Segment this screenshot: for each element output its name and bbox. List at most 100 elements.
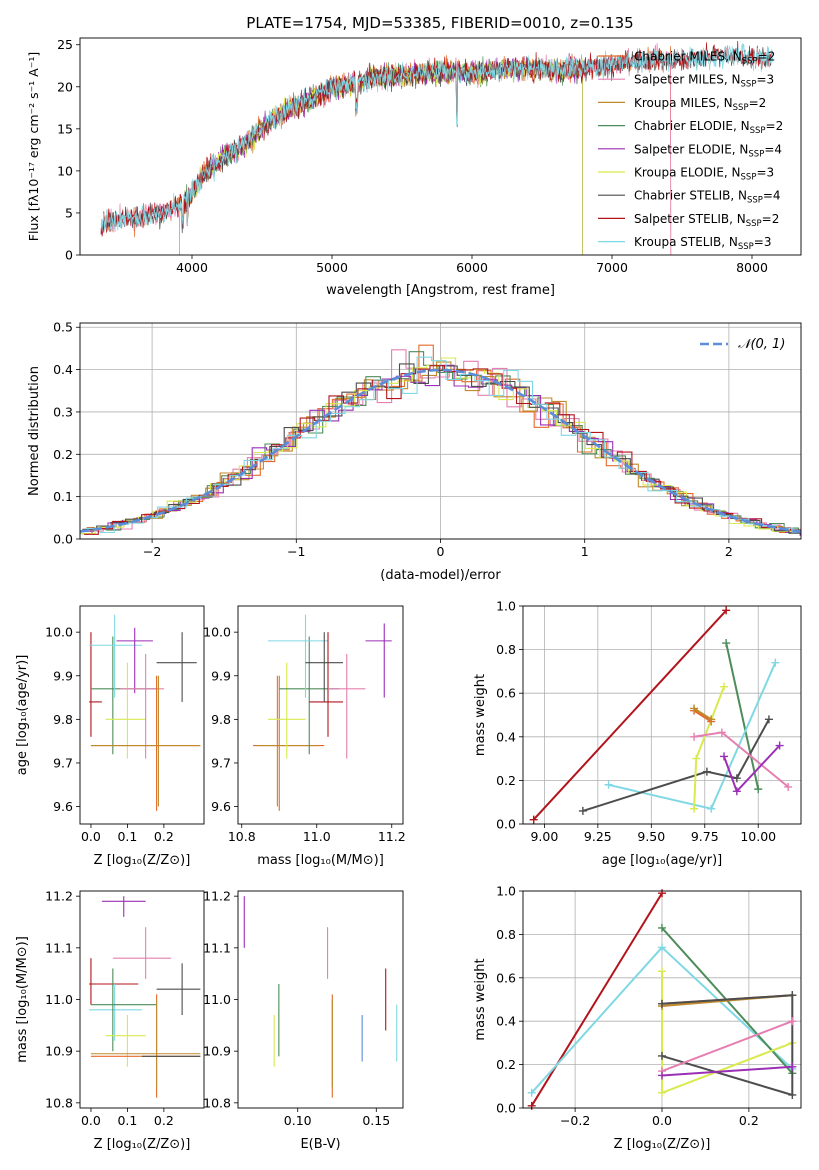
y-tick-label: 9.6 <box>211 799 231 814</box>
x-axis-label: E(B-V) <box>300 1137 340 1152</box>
errorbar-point-salpeter-elodie <box>116 627 153 694</box>
y-tick-label: 0.3 <box>53 404 73 419</box>
weight-marker <box>764 715 773 724</box>
weight-line <box>532 609 727 821</box>
weight-marker <box>658 1088 666 1097</box>
weight-series-kroupa-elodie <box>690 682 729 813</box>
weight-marker <box>717 728 726 737</box>
spectrum-line-chabrier-elodie <box>179 56 583 255</box>
weight-line <box>608 662 777 810</box>
x-tick-label: 4000 <box>176 260 208 275</box>
errorbar-point-chabrier-miles <box>253 675 325 811</box>
spectrum-legend: Chabrier MILES, NSSP=2 Salpeter MILES, NS… <box>598 50 783 252</box>
errorbar-point-salpeter-elodie <box>101 896 146 917</box>
x-tick-label: 10.8 <box>228 829 256 844</box>
weight-marker <box>788 1090 797 1099</box>
weight-marker <box>658 999 666 1008</box>
errorbar-point-salpeter-miles <box>120 653 164 759</box>
weight-marker <box>771 658 780 667</box>
errorbar-point-kroupa-miles <box>90 999 201 1088</box>
x-tick-label: 9.75 <box>691 829 719 844</box>
x-axis-label: (data-model)/error <box>380 568 501 583</box>
x-tick-label: −2 <box>143 544 161 559</box>
x-tick-label: 11.0 <box>303 829 331 844</box>
errorbar-point-kroupa-stelib <box>268 614 328 698</box>
errorbar-point-kroupa-stelib <box>89 614 142 698</box>
y-tick-label: 10.0 <box>45 625 73 640</box>
y-axis-label: age [log₁₀(age/yr)] <box>15 655 30 776</box>
x-axis-label: age [log₁₀(age/yr)] <box>602 853 723 868</box>
x-tick-label: 0.1 <box>117 1113 137 1128</box>
errorbar-point-chabrier-elodie <box>279 636 340 755</box>
weight-marker <box>775 741 784 750</box>
x-tick-label: 10.00 <box>740 829 776 844</box>
weight-marker <box>722 639 731 648</box>
errorbar-point-salpeter-elodie <box>365 623 392 698</box>
legend-entry: Salpeter ELODIE, NSSP=4 <box>634 142 782 159</box>
legend-entry: 𝒩(0, 1) <box>738 337 785 352</box>
x-tick-label: 6000 <box>456 260 488 275</box>
figure-title: PLATE=1754, MJD=53385, FIBERID=0010, z=0… <box>246 14 633 32</box>
axes-age-vs-Z: 0.0 0.1 0.2 9.6 9.7 9.8 9.9 10.0 <box>45 625 174 844</box>
axes-mass-vs-Z: 0.0 0.1 0.2 10.8 10.9 11.0 11.1 11.2 <box>45 889 174 1128</box>
errorbar-point-salpeter-miles <box>328 653 366 759</box>
x-tick-label: 0.0 <box>81 829 101 844</box>
errorbar-point-kroupa-elodie <box>105 662 146 759</box>
y-axis-label: mass weight <box>473 958 488 1040</box>
y-axis-label: Flux [fλ10⁻¹⁷ erg cm⁻² s⁻¹ A⁻¹] <box>26 52 41 241</box>
legend-entry: Salpeter MILES, NSSP=3 <box>634 73 774 90</box>
x-tick-label: 5000 <box>316 260 348 275</box>
weight-marker <box>722 606 731 615</box>
weight-marker <box>732 787 741 796</box>
y-tick-label: 11.1 <box>45 940 73 955</box>
axes-frame <box>79 605 205 825</box>
spectrum-line-salpeter-stelib <box>100 40 774 237</box>
x-tick-label: 0.2 <box>154 1113 174 1128</box>
y-axis-label: Normed distribution <box>27 366 42 496</box>
weight-marker <box>527 1088 536 1097</box>
y-tick-label: 0.4 <box>496 729 516 744</box>
axes-age-vs-mass: 10.8 11.0 11.2 9.6 9.7 9.8 9.9 10.0 <box>203 625 406 844</box>
y-tick-label: 9.7 <box>211 755 231 770</box>
legend-entry: Chabrier MILES, NSSP=2 <box>634 50 775 67</box>
y-tick-label: 0.2 <box>496 773 516 788</box>
weight-line <box>661 1020 793 1073</box>
errorbar-point-salpeter-stelib <box>89 958 139 1005</box>
y-tick-label: 0.6 <box>496 686 516 701</box>
weight-line <box>661 1065 793 1077</box>
errorbar-point-kroupa-miles <box>90 675 201 807</box>
weight-line <box>582 718 770 812</box>
weight-marker <box>690 804 699 813</box>
y-tick-label: 0.8 <box>496 927 516 942</box>
axes-frame <box>522 890 802 1109</box>
histogram-kroupa-stelib <box>85 356 801 534</box>
x-axis-label: mass [log₁₀(M/M⊙)] <box>257 853 384 868</box>
x-tick-label: 0.10 <box>284 1113 312 1128</box>
y-tick-label: 0.0 <box>496 817 516 832</box>
x-tick-label: 0.15 <box>362 1113 390 1128</box>
weight-marker <box>690 732 699 741</box>
weight-marker <box>692 754 701 763</box>
weight-series-salpeter-miles <box>658 1017 797 1076</box>
x-tick-label: 0.1 <box>117 829 137 844</box>
weight-line <box>725 642 760 790</box>
y-tick-label: 25 <box>57 37 73 52</box>
y-tick-label: 0.8 <box>496 642 516 657</box>
errorbar-point-chabrier-stelib <box>305 632 343 702</box>
x-tick-label: 0.0 <box>652 1113 672 1128</box>
y-tick-label: 10.0 <box>203 625 231 640</box>
x-tick-label: 11.2 <box>378 829 406 844</box>
x-tick-label: 1 <box>581 544 589 559</box>
x-tick-label: 0.2 <box>154 829 174 844</box>
spectrum-lines <box>100 40 774 255</box>
weight-series-chabrier-elodie <box>722 639 763 794</box>
errorbar-point-kroupa-elodie <box>268 662 306 759</box>
weight-series-kroupa-miles <box>690 704 716 724</box>
y-tick-label: 1.0 <box>496 599 516 614</box>
weight-marker <box>788 1017 797 1026</box>
weight-line <box>693 707 712 721</box>
legend-entry: Kroupa STELIB, NSSP=3 <box>634 235 772 252</box>
y-tick-label: 15 <box>57 121 73 136</box>
y-tick-label: 0.4 <box>53 362 73 377</box>
weight-series-chabrier-stelib <box>658 991 797 1099</box>
